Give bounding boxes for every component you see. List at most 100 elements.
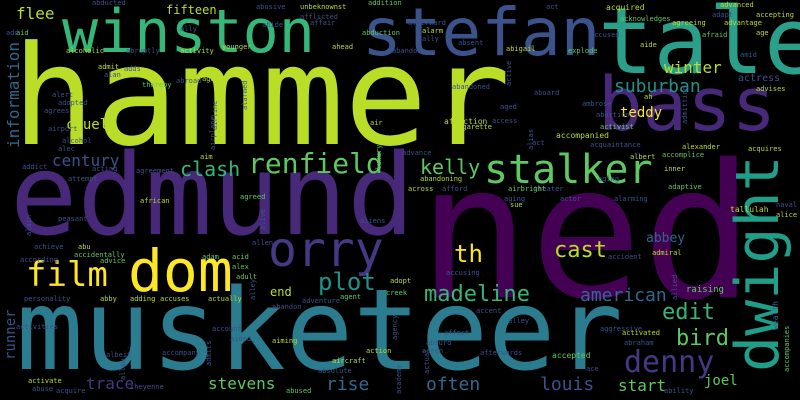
word-accomplice: accomplice bbox=[662, 151, 705, 159]
word-unbeknownst: unbeknownst bbox=[300, 3, 347, 11]
word-bird: bird bbox=[676, 326, 729, 351]
word-agreement: agreement bbox=[136, 167, 174, 175]
word-ally: ally bbox=[422, 35, 439, 43]
word-american: american bbox=[580, 285, 667, 306]
word-abbey: abbey bbox=[646, 231, 686, 246]
word-dom: dom bbox=[128, 237, 233, 305]
word-flee: flee bbox=[16, 4, 55, 23]
word-abortion: abortion bbox=[596, 111, 630, 119]
word-acting: acting bbox=[92, 165, 118, 173]
word-airbright: airbright bbox=[508, 185, 546, 193]
word-abandoning: abandoning bbox=[420, 175, 463, 183]
word-alexander: alexander bbox=[682, 143, 720, 151]
word-accusing: accusing bbox=[446, 269, 480, 277]
word-theater: theater bbox=[534, 185, 564, 193]
word-th: th bbox=[454, 240, 483, 268]
word-winston: winston bbox=[62, 0, 315, 67]
word-adopt: adopt bbox=[390, 277, 412, 285]
word-plot: plot bbox=[318, 268, 376, 296]
word-activate: activate bbox=[28, 377, 62, 385]
word-agreeing: agreeing bbox=[672, 19, 706, 27]
word-edmund: edmund bbox=[10, 131, 415, 261]
word-across: across bbox=[408, 185, 434, 193]
word-alec: alec bbox=[58, 145, 75, 153]
word-luxury: luxury bbox=[375, 144, 383, 170]
word-advance: advance bbox=[402, 149, 432, 157]
word-albeit: albeit bbox=[106, 351, 132, 359]
word-act-2: act bbox=[532, 139, 545, 147]
word-admitting: admitting bbox=[681, 86, 689, 124]
word-peasant: peasant bbox=[58, 215, 88, 223]
word-affection: affection bbox=[444, 117, 488, 126]
word-alarmed: alarmed bbox=[241, 80, 249, 110]
word-tallulah: tallulah bbox=[730, 205, 769, 214]
word-attempt: attempt bbox=[68, 175, 98, 183]
word-ahead: ahead bbox=[332, 43, 354, 51]
word-actual: actual bbox=[423, 348, 431, 374]
word-ally-2: ally bbox=[180, 25, 197, 33]
word-advises: advises bbox=[756, 85, 786, 93]
word-cheyenne: cheyenne bbox=[130, 383, 164, 391]
word-afterward: afterward bbox=[408, 19, 446, 27]
word-adapt: adapt bbox=[712, 11, 734, 19]
word-aliens: aliens bbox=[360, 217, 386, 225]
word-ah: ah bbox=[644, 93, 653, 101]
word-allow: allow bbox=[119, 358, 127, 380]
word-activity: activity bbox=[180, 47, 214, 55]
word-stevens: stevens bbox=[208, 374, 276, 393]
word-stalker: stalker bbox=[484, 147, 653, 193]
word-denny: denny bbox=[624, 345, 715, 380]
word-affair: affair bbox=[310, 19, 336, 27]
word-fifteen: fifteen bbox=[166, 3, 217, 17]
word-abby: abby bbox=[100, 295, 117, 303]
word-according: according bbox=[20, 256, 58, 264]
word-runner: runner bbox=[3, 309, 19, 360]
word-advantage: advantage bbox=[724, 19, 762, 27]
word-activated: activated bbox=[622, 329, 660, 337]
word-admit: admit bbox=[98, 63, 120, 71]
word-allen: allen bbox=[252, 239, 274, 247]
word-alley-2: alley bbox=[508, 317, 530, 325]
word-age: age bbox=[756, 29, 769, 37]
word-accident: accident bbox=[608, 253, 642, 261]
word-edit: edit bbox=[662, 300, 715, 325]
word-admits: admits bbox=[205, 340, 213, 366]
word-cruel: cruel bbox=[66, 117, 109, 133]
word-aiming: aiming bbox=[272, 337, 298, 345]
word-ability: ability bbox=[664, 387, 694, 395]
word-stefan: stefan bbox=[362, 0, 601, 71]
word-agent: agent bbox=[340, 293, 362, 301]
word-alcohol: alcohol bbox=[62, 137, 92, 145]
word-act: act bbox=[546, 3, 559, 11]
word-allied: allied bbox=[671, 274, 679, 300]
word-adult: adult bbox=[236, 273, 258, 281]
word-abraham: abraham bbox=[624, 339, 654, 347]
word-sue: sue bbox=[510, 201, 523, 209]
word-affect: affect bbox=[444, 329, 470, 337]
word-abide: abide bbox=[262, 21, 284, 29]
word-accompanied: accompanied bbox=[556, 131, 609, 140]
word-aide: aide bbox=[640, 41, 657, 49]
word-achieve: achieve bbox=[34, 243, 64, 251]
word-century: century bbox=[52, 151, 120, 170]
word-addict: addict bbox=[22, 163, 48, 171]
word-kelly: kelly bbox=[420, 155, 481, 179]
word-alan: alan bbox=[104, 71, 121, 79]
word-tale: tale bbox=[598, 0, 800, 95]
word-agency: agency bbox=[391, 314, 399, 340]
word-acquire: acquire bbox=[56, 387, 86, 395]
word-aaron: aaron bbox=[422, 347, 444, 355]
word-alice: alice bbox=[776, 211, 798, 219]
word-suburban: suburban bbox=[614, 76, 701, 97]
word-madeline: madeline bbox=[424, 282, 530, 307]
word-ago: ago bbox=[202, 75, 215, 83]
word-alarming: alarming bbox=[614, 195, 648, 203]
word-aid: aid bbox=[16, 29, 29, 37]
word-alain: alain bbox=[25, 214, 33, 236]
word-adopted: adopted bbox=[58, 99, 88, 107]
word-explode: explode bbox=[568, 47, 598, 55]
word-abandoned: abandoned bbox=[452, 83, 490, 91]
word-accompanies: accompanies bbox=[783, 325, 791, 372]
word-active: active bbox=[505, 60, 513, 86]
